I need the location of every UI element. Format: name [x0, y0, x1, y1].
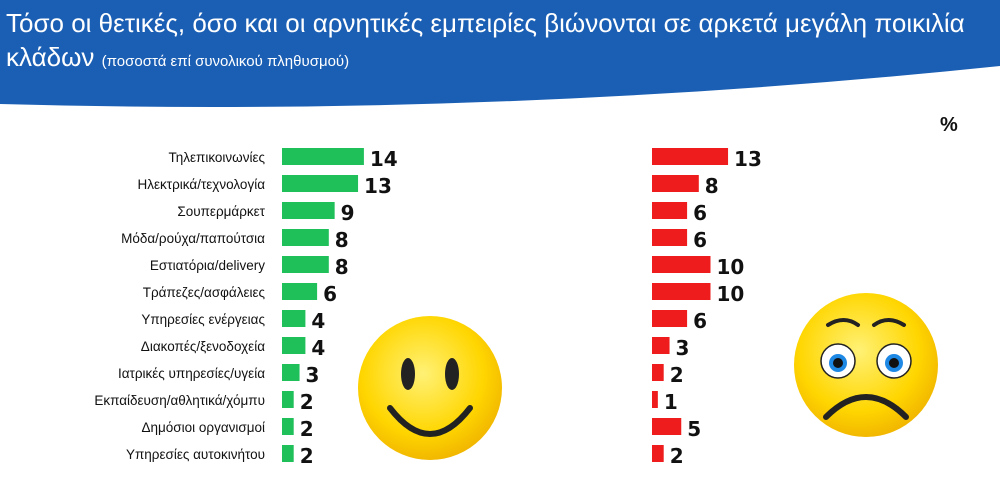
bar	[652, 337, 670, 354]
data-label: 6	[693, 309, 707, 333]
title-text: Τόσο οι θετικές, όσο και οι αρνητικές εμ…	[6, 8, 965, 72]
bar	[282, 202, 335, 219]
data-label: 8	[335, 228, 349, 252]
bar	[282, 229, 329, 246]
category-label: Διακοπές/ξενοδοχεία	[141, 339, 265, 354]
bar	[652, 310, 688, 327]
subtitle-text: (ποσοστά επί συνολικού πληθυσμού)	[101, 53, 350, 70]
category-label: Τράπεζες/ασφάλειες	[143, 285, 266, 300]
data-label: 9	[341, 201, 355, 225]
category-label: Σουπερμάρκετ	[177, 204, 265, 219]
data-label: 4	[311, 336, 325, 360]
unit-label: %	[940, 114, 958, 136]
data-label: 2	[670, 363, 684, 387]
data-label: 3	[306, 363, 320, 387]
category-label: Δημόσιοι οργανισμοί	[141, 420, 265, 435]
data-label: 6	[323, 282, 337, 306]
bar	[282, 175, 359, 192]
category-label: Ιατρικές υπηρεσίες/υγεία	[118, 366, 265, 381]
data-label: 8	[335, 255, 349, 279]
bar	[652, 256, 711, 273]
smiley-face-icon	[358, 316, 502, 460]
data-label: 2	[300, 444, 314, 468]
bar	[652, 418, 682, 435]
positive-bars: 14 13 9 8 8 6 4 4 3 2 2 2	[282, 147, 398, 468]
data-label: 2	[300, 417, 314, 441]
bar	[652, 445, 664, 462]
data-label: 8	[705, 174, 719, 198]
data-label: 6	[693, 228, 707, 252]
page-title: Τόσο οι θετικές, όσο και οι αρνητικές εμ…	[6, 6, 996, 79]
category-label: Υπηρεσίες ενέργειας	[141, 312, 265, 327]
bar	[282, 418, 294, 435]
category-label: Εκπαίδευση/αθλητικά/χόμπυ	[94, 393, 265, 408]
bar	[652, 391, 658, 408]
data-label: 2	[670, 444, 684, 468]
category-label: Υπηρεσίες αυτοκινήτου	[126, 447, 265, 462]
data-label: 1	[664, 390, 678, 414]
category-label: Μόδα/ρούχα/παπούτσια	[121, 231, 265, 246]
bar	[652, 148, 729, 165]
bar	[282, 283, 318, 300]
bar	[652, 175, 699, 192]
data-label: 10	[717, 255, 745, 279]
data-label: 2	[300, 390, 314, 414]
data-label: 13	[364, 174, 392, 198]
category-label: Τηλεπικοινωνίες	[168, 150, 265, 165]
bar	[282, 310, 306, 327]
category-label: Εστιατόρια/delivery	[150, 258, 265, 273]
sad-face-icon	[794, 293, 938, 437]
bar	[652, 364, 664, 381]
bar	[282, 337, 306, 354]
bar	[282, 445, 294, 462]
bar	[282, 364, 300, 381]
bar	[282, 256, 329, 273]
category-label: Ηλεκτρικά/τεχνολογία	[138, 177, 266, 192]
bar-chart: Τηλεπικοινωνίες Ηλεκτρικά/τεχνολογία Σουπε…	[94, 147, 938, 468]
category-labels: Τηλεπικοινωνίες Ηλεκτρικά/τεχνολογία Σουπε…	[94, 150, 265, 462]
data-label: 4	[311, 309, 325, 333]
bar	[652, 283, 711, 300]
bar	[652, 229, 688, 246]
data-label: 13	[734, 147, 762, 171]
header-background	[0, 0, 1000, 107]
data-label: 5	[687, 417, 701, 441]
data-label: 6	[693, 201, 707, 225]
data-label: 10	[717, 282, 745, 306]
bar	[282, 148, 364, 165]
header-band: Τόσο οι θετικές, όσο και οι αρνητικές εμ…	[0, 0, 1000, 110]
data-label: 3	[676, 336, 690, 360]
bar	[282, 391, 294, 408]
bar	[652, 202, 688, 219]
data-label: 14	[370, 147, 398, 171]
